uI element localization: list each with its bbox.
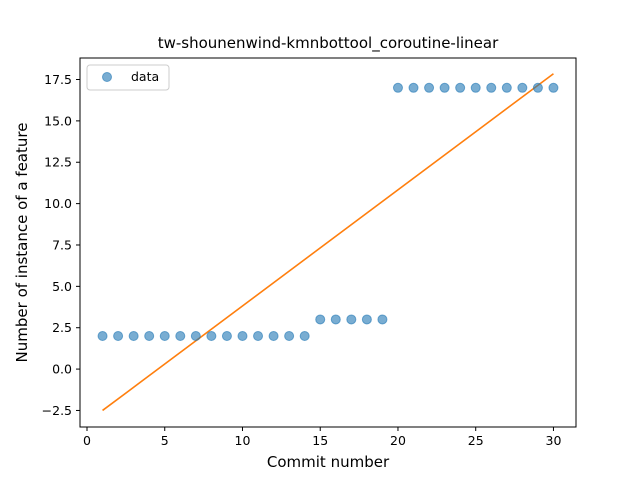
- y-tick-label: 7.5: [52, 237, 72, 252]
- data-point: [377, 314, 388, 325]
- data-point: [439, 82, 450, 93]
- x-tick-label: 15: [312, 433, 328, 448]
- y-tick-label: 2.5: [52, 320, 72, 335]
- y-tick-label: −2.5: [42, 403, 72, 418]
- data-point: [330, 314, 341, 325]
- y-tick-label: 12.5: [44, 155, 72, 170]
- data-point: [455, 82, 466, 93]
- data-point: [190, 330, 201, 341]
- x-tick-label: 10: [235, 433, 251, 448]
- data-point: [221, 330, 232, 341]
- data-point: [284, 330, 295, 341]
- y-tick-label: 10.0: [44, 196, 72, 211]
- x-tick-label: 30: [546, 433, 562, 448]
- plot-area: [97, 73, 559, 412]
- data-point: [175, 330, 186, 341]
- y-tick-label: 15.0: [44, 113, 72, 128]
- data-point: [424, 82, 435, 93]
- data-point: [113, 330, 124, 341]
- data-point: [253, 330, 264, 341]
- data-point: [392, 82, 403, 93]
- x-axis: 0 5 10 15 20 25 30: [83, 427, 561, 448]
- y-tick-label: 5.0: [52, 279, 72, 294]
- data-point: [408, 82, 419, 93]
- data-point: [346, 314, 357, 325]
- data-point: [159, 330, 170, 341]
- y-axis: −2.5 0.0 2.5 5.0 7.5 10.0 12.5 15.0 17.5: [42, 72, 80, 418]
- data-point: [532, 82, 543, 93]
- data-point: [486, 82, 497, 93]
- y-axis-label: Number of instance of a feature: [13, 123, 31, 363]
- chart-title: tw-shounenwind-kmnbottool_coroutine-line…: [158, 34, 499, 53]
- data-point: [548, 82, 559, 93]
- plot-frame: [79, 57, 577, 428]
- data-point: [315, 314, 326, 325]
- x-axis-label: Commit number: [267, 453, 390, 471]
- data-point: [361, 314, 372, 325]
- legend-label-data: data: [131, 69, 159, 84]
- data-point: [501, 82, 512, 93]
- data-point: [144, 330, 155, 341]
- data-point: [206, 330, 217, 341]
- legend: data: [86, 64, 170, 91]
- legend-box: [86, 64, 170, 91]
- legend-marker-data: [102, 72, 112, 82]
- x-tick-label: 5: [161, 433, 169, 448]
- data-point: [97, 330, 108, 341]
- data-point: [299, 330, 310, 341]
- data-point: [237, 330, 248, 341]
- data-point: [128, 330, 139, 341]
- data-point: [517, 82, 528, 93]
- y-tick-label: 0.0: [52, 362, 72, 377]
- x-tick-label: 25: [468, 433, 484, 448]
- data-point: [268, 330, 279, 341]
- x-tick-label: 20: [390, 433, 406, 448]
- data-point: [470, 82, 481, 93]
- fit-line: [102, 73, 554, 412]
- x-tick-label: 0: [83, 433, 91, 448]
- y-tick-label: 17.5: [44, 72, 72, 87]
